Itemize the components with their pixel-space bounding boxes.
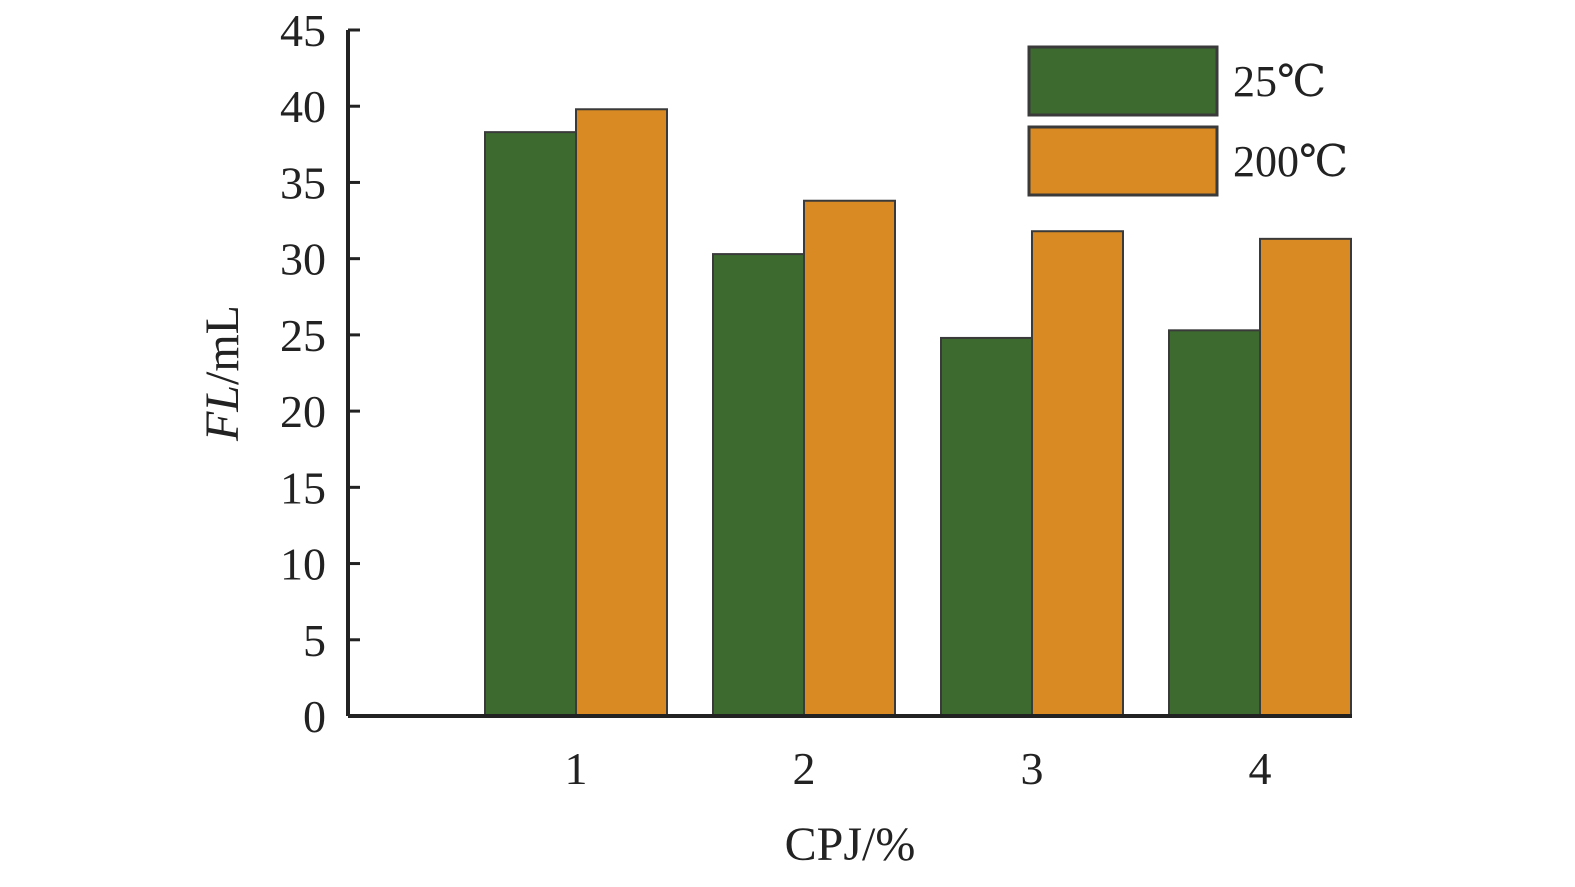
legend-label-2: 200℃ <box>1233 137 1348 186</box>
legend-swatch-1 <box>1027 45 1219 117</box>
bar-series2-cat3 <box>1031 230 1124 718</box>
x-tick-label: 4 <box>1249 743 1272 794</box>
bars-layer <box>484 108 1352 718</box>
y-tick-label: 25 <box>280 310 326 361</box>
bar-series1-cat3 <box>940 336 1033 717</box>
bar-series2-cat4 <box>1259 237 1352 718</box>
y-tick-label: 15 <box>280 462 326 513</box>
y-axis-title-unit: /mL <box>196 305 249 385</box>
y-axis-title-variable: FL <box>196 385 249 442</box>
bar-series1-cat1 <box>484 131 577 718</box>
y-tick-label: 30 <box>280 234 326 285</box>
bar-series2-cat1 <box>575 108 668 717</box>
y-tick-label: 45 <box>280 5 326 56</box>
x-tick-label: 1 <box>565 743 588 794</box>
bar-series1-cat2 <box>712 253 805 718</box>
legend: 25℃ 200℃ <box>1027 45 1348 197</box>
x-tick-label: 2 <box>793 743 816 794</box>
legend-swatch-2 <box>1027 125 1219 197</box>
y-tick-label: 35 <box>280 157 326 208</box>
y-tick-label: 0 <box>303 691 326 742</box>
legend-label-1: 25℃ <box>1233 57 1326 106</box>
y-tick-label: 5 <box>303 615 326 666</box>
x-ticks: 1 2 3 4 <box>565 743 1272 794</box>
y-tick-label: 20 <box>280 386 326 437</box>
axes-layer <box>346 30 1352 718</box>
x-axis-title: CPJ/% <box>785 818 916 871</box>
bar-series2-cat2 <box>803 199 896 717</box>
x-tick-label: 3 <box>1021 743 1044 794</box>
y-axis-title: FL/mL <box>196 305 249 442</box>
y-tick-label: 40 <box>280 81 326 132</box>
y-tick-label: 10 <box>280 539 326 590</box>
bar-series1-cat4 <box>1168 329 1261 717</box>
y-ticks: 0 5 10 15 20 25 30 35 40 45 <box>280 5 360 742</box>
